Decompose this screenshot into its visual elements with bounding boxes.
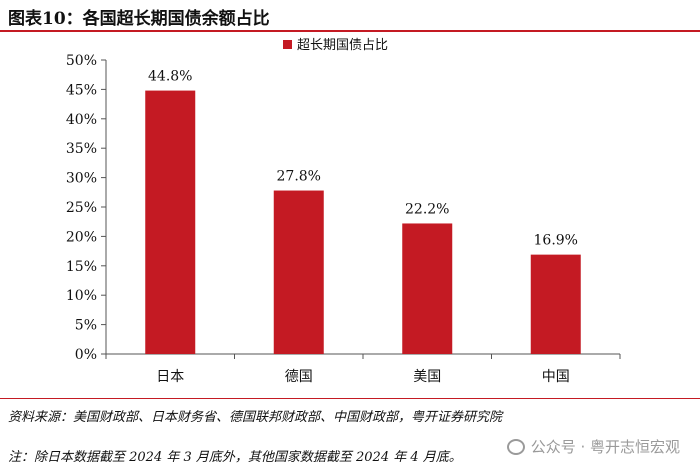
data-label: 44.8% (148, 69, 192, 85)
x-tick-label: 德国 (285, 369, 313, 385)
y-tick-label: 0% (75, 347, 97, 363)
y-tick-label: 5% (75, 318, 97, 334)
y-tick-label: 50% (66, 53, 97, 69)
y-tick-label: 25% (66, 200, 97, 216)
source-note: 资料来源：美国财政部、日本财务省、德国联邦财政部、中国财政部，粤开证券研究院 (8, 410, 503, 425)
bar (402, 223, 453, 354)
x-tick-label: 日本 (156, 369, 184, 385)
data-label: 22.2% (405, 201, 449, 217)
bar-chart: 0% 5% 10% 15% 20% 25% 30% 35% 40% 45% 50% 44.8% 日本 27… (66, 38, 621, 385)
footer-divider (0, 398, 700, 399)
y-tick-label: 20% (66, 229, 97, 245)
bar (530, 254, 581, 354)
legend-swatch (283, 40, 292, 49)
y-tick-label: 45% (66, 82, 97, 98)
y-tick-label: 30% (66, 171, 97, 187)
figure-title: 图表10：各国超长期国债余额占比 (8, 9, 270, 29)
data-label: 27.8% (277, 169, 321, 185)
x-tick-label: 美国 (413, 369, 441, 385)
legend-label: 超长期国债占比 (297, 38, 388, 53)
wechat-icon (506, 438, 525, 455)
figure-header: 图表10：各国超长期国债余额占比 (0, 0, 700, 32)
y-tick-label: 35% (66, 141, 97, 157)
bar (145, 90, 196, 355)
footnote: 注：除日本数据截至 2024 年 3 月底外，其他国家数据截至 2024 年 4… (8, 450, 462, 465)
watermark: 公众号 · 粤开志恒宏观 (506, 436, 680, 457)
y-tick-label: 15% (66, 259, 97, 275)
y-tick-label: 40% (66, 112, 97, 128)
x-tick-label: 中国 (542, 369, 570, 385)
y-tick-label: 10% (66, 288, 97, 304)
bar (273, 190, 324, 354)
data-label: 16.9% (534, 233, 578, 249)
watermark-text: 公众号 · 粤开志恒宏观 (530, 438, 680, 456)
